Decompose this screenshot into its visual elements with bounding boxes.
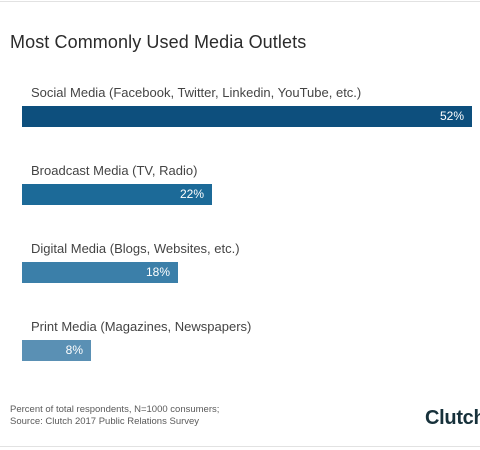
bar-label: Print Media (Magazines, Newspapers) <box>31 319 252 334</box>
bar: 8% <box>22 340 91 361</box>
top-divider <box>0 1 480 2</box>
bar-value-label: 52% <box>439 109 464 123</box>
bar: 18% <box>22 262 178 283</box>
chart-title: Most Commonly Used Media Outlets <box>10 32 307 52</box>
source-note-line1: Percent of total respondents, N=1000 con… <box>10 404 220 415</box>
bar-value-label: 18% <box>145 265 170 279</box>
bar-label: Social Media (Facebook, Twitter, Linkedi… <box>31 85 362 100</box>
bar-value-label: 8% <box>65 343 83 357</box>
bar-label: Digital Media (Blogs, Websites, etc.) <box>31 241 240 256</box>
source-note-line2: Source: Clutch 2017 Public Relations Sur… <box>10 416 200 427</box>
source-note: Percent of total respondents, N=1000 con… <box>10 404 219 428</box>
bar-value-label: 22% <box>179 187 204 201</box>
clutch-logo: Clutch <box>425 407 480 429</box>
bar: 52% <box>22 106 472 127</box>
bar-label: Broadcast Media (TV, Radio) <box>31 163 198 178</box>
bottom-divider <box>0 446 480 447</box>
bar: 22% <box>22 184 212 205</box>
